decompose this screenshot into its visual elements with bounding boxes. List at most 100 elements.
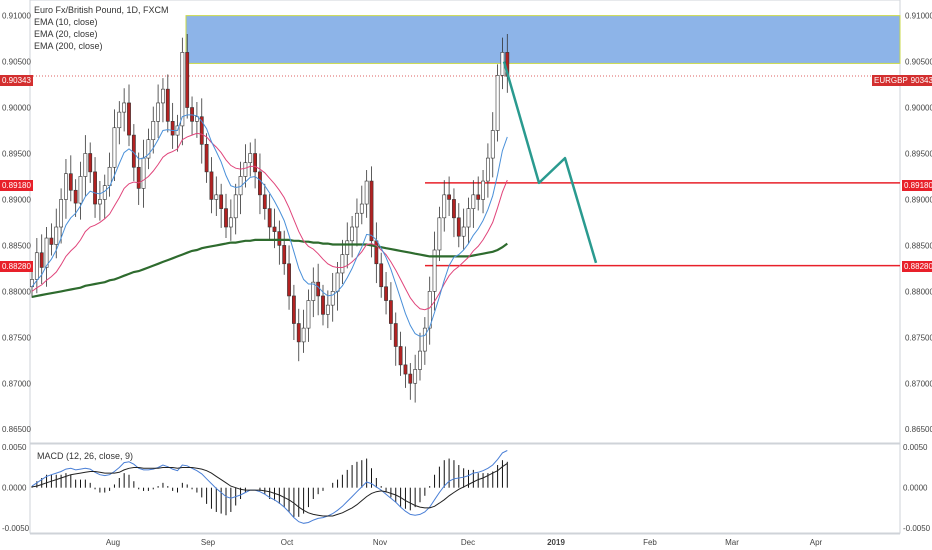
- legend-ema20: EMA (20, close): [34, 29, 98, 39]
- candle-bull: [330, 291, 335, 306]
- macd-y-tick-label-left: -0.0050: [2, 524, 30, 533]
- candle-bull: [359, 203, 364, 214]
- candle-bull: [44, 237, 49, 268]
- macd-y-tick-label: 0.0050: [903, 443, 928, 452]
- candle-bull: [117, 111, 122, 129]
- x-tick-label: Aug: [106, 538, 120, 547]
- candle-bear: [88, 153, 93, 173]
- macd-y-tick-label-left: 0.0000: [2, 484, 27, 493]
- candle-bear: [267, 208, 272, 228]
- y-tick-label: 0.88000: [905, 287, 932, 296]
- candle-bear: [296, 323, 301, 343]
- price-pane: [29, 0, 901, 444]
- candle-bull: [180, 52, 185, 127]
- candle-bear: [49, 237, 54, 245]
- candle-bull: [161, 88, 165, 104]
- candle-bull: [78, 176, 83, 204]
- candle-bull: [248, 153, 253, 163]
- candle-bear: [165, 88, 170, 122]
- current-price-tag-left: 0.90343: [0, 75, 33, 86]
- candle-bull: [233, 194, 238, 219]
- candle-bull: [112, 127, 117, 168]
- candle-bear: [219, 194, 224, 209]
- candle-bear: [127, 102, 131, 136]
- x-tick-label: 2019: [547, 538, 565, 547]
- candle-bull: [59, 199, 64, 228]
- candle-bear: [224, 208, 228, 228]
- y-tick-label: 0.90500: [905, 58, 932, 67]
- x-tick-label: Oct: [281, 538, 294, 547]
- candle-bull: [364, 180, 369, 205]
- candle-bull: [195, 116, 199, 122]
- candle-bear: [408, 373, 413, 384]
- candle-bear: [93, 171, 97, 205]
- y-tick-label-left: 0.88000: [2, 287, 31, 296]
- candle-bull: [340, 254, 345, 274]
- candle-bear: [291, 295, 296, 324]
- x-tick-label: Mar: [725, 538, 739, 547]
- candle-bull: [122, 102, 127, 113]
- candle-bear: [209, 171, 214, 200]
- candle-bull: [345, 240, 350, 255]
- candle-bull: [83, 153, 88, 177]
- candle-bear: [170, 121, 175, 136]
- macd-line: [31, 450, 508, 524]
- current-price-tag-right: 0.90343: [902, 75, 932, 86]
- y-tick-label: 0.89000: [905, 195, 932, 204]
- candle-bull: [214, 194, 219, 200]
- chart-legend: Euro Fx/British Pound, 1D, FXCM EMA (10,…: [34, 4, 169, 52]
- y-tick-label: 0.86500: [905, 425, 932, 434]
- candle-bear: [388, 300, 393, 324]
- candle-bear: [403, 364, 408, 375]
- y-tick-label-left: 0.90000: [2, 104, 31, 113]
- candle-bull: [98, 199, 102, 205]
- ema20-line: [31, 132, 508, 311]
- candle-bull: [481, 180, 485, 200]
- candle-bull: [151, 121, 156, 141]
- candle-bull: [311, 281, 316, 301]
- candle-bull: [141, 157, 146, 189]
- ema10-line: [31, 114, 508, 337]
- legend-ema10: EMA (10, close): [34, 17, 98, 27]
- ema200-line: [31, 238, 508, 298]
- y-tick-label-left: 0.89000: [2, 195, 31, 204]
- candle-bull: [437, 217, 442, 251]
- candle-bear: [398, 346, 403, 366]
- candle-bull: [432, 249, 437, 292]
- macd-y-tick-label: 0.0000: [903, 484, 928, 493]
- level-upper-tag-left: 0.89180: [0, 180, 33, 191]
- x-tick-label: Nov: [373, 538, 387, 547]
- candle-bull: [243, 162, 248, 177]
- y-tick-label: 0.87500: [905, 333, 932, 342]
- y-tick-label: 0.88500: [905, 241, 932, 250]
- x-tick-label: Feb: [643, 538, 657, 547]
- resistance-zone: [185, 15, 901, 64]
- y-tick-label-left: 0.87500: [2, 333, 31, 342]
- candle-bear: [287, 263, 291, 297]
- projection-path: [502, 61, 598, 264]
- y-tick-label-left: 0.86500: [2, 425, 31, 434]
- candle-bear: [272, 226, 277, 232]
- candle-bull: [54, 226, 59, 245]
- candle-bull: [301, 327, 306, 343]
- candle-bear: [39, 252, 44, 268]
- candle-bull: [485, 157, 490, 182]
- candle-bear: [199, 116, 204, 145]
- candle-bear: [258, 171, 262, 196]
- candle-bear: [73, 189, 78, 204]
- candle-bull: [64, 173, 68, 200]
- candle-bear: [476, 194, 481, 200]
- candle-bull: [335, 272, 340, 292]
- candle-bull: [495, 75, 500, 131]
- y-tick-label-left: 0.91000: [2, 12, 31, 21]
- chart-title: Euro Fx/British Pound, 1D, FXCM: [34, 5, 169, 15]
- level-lower-tag-left: 0.88280: [0, 261, 33, 272]
- macd-y-tick-label-left: 0.0050: [2, 443, 27, 452]
- candle-bear: [253, 153, 258, 173]
- y-tick-label-left: 0.88500: [2, 241, 31, 250]
- candle-bear: [452, 199, 456, 219]
- candle-bull: [34, 252, 39, 280]
- candle-bull: [413, 369, 418, 384]
- candle-bear: [369, 180, 374, 242]
